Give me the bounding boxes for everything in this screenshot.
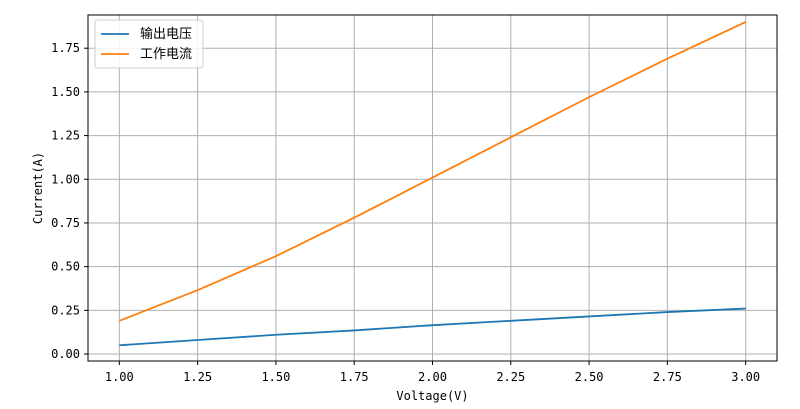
x-tick-label: 2.50 (575, 370, 604, 384)
legend-label-series-2: 工作电流 (140, 47, 192, 62)
x-tick-label: 1.00 (105, 370, 134, 384)
y-axis-title: Current(A) (31, 152, 45, 224)
x-tick-label: 2.75 (653, 370, 682, 384)
y-tick-label: 1.25 (51, 129, 80, 143)
x-axis-title: Voltage(V) (396, 389, 468, 403)
grid (88, 15, 777, 361)
plot-series (118, 21, 747, 347)
legend-box (94, 19, 204, 69)
y-tick-label: 1.75 (51, 41, 80, 55)
y-tick-label: 1.50 (51, 85, 80, 99)
x-tick-label: 2.00 (418, 370, 447, 384)
x-axis: 1.00 1.25 1.50 1.75 2.00 2.25 2.50 2.75 3.00 (105, 361, 760, 384)
series-line-1 (119, 307, 746, 347)
y-tick-label: 0.50 (51, 260, 80, 274)
x-tick-label: 1.25 (183, 370, 212, 384)
x-tick-label: 1.75 (340, 370, 369, 384)
x-tick-label: 2.25 (496, 370, 525, 384)
y-axis: 0.00 0.25 0.50 0.75 1.00 1.25 1.50 1.75 (51, 41, 88, 361)
series-line-2 (118, 21, 747, 322)
y-tick-label: 0.00 (51, 347, 80, 361)
legend-label-series-1: 输出电压 (140, 26, 192, 42)
legend: 输出电压 工作电流 (94, 19, 204, 69)
x-tick-label: 1.50 (261, 370, 290, 384)
y-tick-label: 0.75 (51, 216, 80, 230)
x-tick-label: 3.00 (731, 370, 760, 384)
y-tick-label: 1.00 (51, 172, 80, 186)
y-tick-label: 0.25 (51, 303, 80, 317)
